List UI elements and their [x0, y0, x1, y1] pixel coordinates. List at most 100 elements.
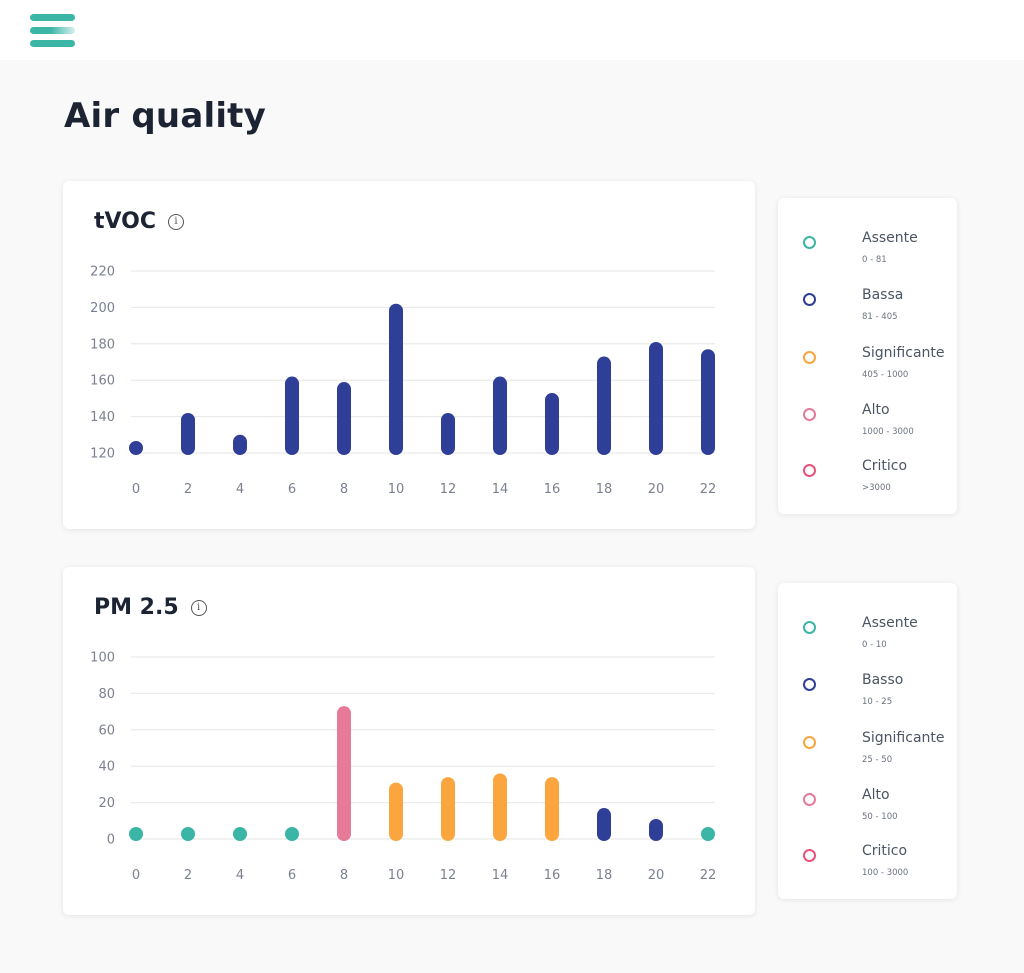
bar[interactable] [181, 412, 195, 455]
legend-range: 25 - 50 [862, 755, 893, 765]
legend-label: Basso [862, 672, 904, 688]
bar[interactable] [337, 382, 351, 455]
bar[interactable] [493, 376, 507, 455]
x-tick-label: 16 [544, 482, 561, 497]
info-icon[interactable]: i [168, 213, 185, 230]
legend-label: Critico [862, 843, 908, 859]
bar[interactable] [441, 412, 455, 455]
x-tick-label: 18 [596, 868, 613, 883]
legend-range: 50 - 100 [862, 812, 898, 822]
bar[interactable] [389, 303, 403, 455]
x-tick-label: 6 [288, 482, 296, 497]
pm25-bar-chart: 0 20 40 60 80 100 0 2 4 6 8 10 12 14 16 18 20 22 [90, 651, 717, 884]
legend-range: 81 - 405 [862, 312, 898, 322]
legend-label: Assente [862, 230, 918, 246]
legend-label: Bassa [862, 287, 904, 303]
tvoc-bar-chart: 120 140 160 180 200 220 0 2 4 6 8 10 12 14 16 18 20 22 [90, 265, 717, 498]
y-tick-label: 220 [90, 265, 115, 280]
bar[interactable] [545, 777, 559, 841]
y-tick-label: 100 [90, 651, 115, 666]
legend-dot-icon [803, 621, 816, 634]
legend-dot-icon [803, 351, 816, 364]
legend-range: 100 - 3000 [862, 868, 909, 878]
hamburger-menu-icon[interactable] [30, 14, 76, 50]
bar[interactable] [285, 827, 299, 841]
bar[interactable] [701, 349, 715, 455]
x-tick-label: 14 [492, 868, 509, 883]
tvoc-chart-title-row: tVOC i [94, 209, 185, 234]
x-tick-label: 10 [388, 482, 405, 497]
y-tick-label: 20 [98, 796, 115, 811]
legend-range: 1000 - 3000 [862, 427, 914, 437]
legend-label: Critico [862, 458, 908, 474]
bar[interactable] [597, 808, 611, 841]
x-tick-label: 20 [648, 868, 665, 883]
bar[interactable] [233, 827, 247, 841]
legend-range: 405 - 1000 [862, 370, 909, 380]
x-tick-label: 10 [388, 868, 405, 883]
y-tick-label: 60 [98, 723, 115, 738]
bar[interactable] [389, 782, 403, 841]
bar[interactable] [701, 827, 715, 841]
legend-label: Assente [862, 615, 918, 631]
x-tick-label: 18 [596, 482, 613, 497]
x-tick-label: 22 [700, 868, 717, 883]
legend-range: 10 - 25 [862, 697, 893, 707]
legend-dot-icon [803, 464, 816, 477]
legend-dot-icon [803, 293, 816, 306]
bar[interactable] [649, 818, 663, 841]
y-tick-label: 80 [98, 687, 115, 702]
x-tick-label: 20 [648, 482, 665, 497]
y-tick-label: 40 [98, 760, 115, 775]
pm25-chart-card: PM 2.5 i 0 20 40 60 80 100 0 2 4 6 8 10 12 14 16 18 20 22 [63, 567, 755, 915]
x-tick-label: 6 [288, 868, 296, 883]
legend-range: 0 - 81 [862, 255, 887, 265]
y-tick-label: 120 [90, 447, 115, 462]
x-tick-label: 22 [700, 482, 717, 497]
legend-dot-icon [803, 408, 816, 421]
bar[interactable] [181, 827, 195, 841]
x-tick-label: 0 [132, 868, 140, 883]
legend-dot-icon [803, 678, 816, 691]
x-tick-label: 2 [184, 868, 192, 883]
bar[interactable] [649, 341, 663, 455]
pm25-chart-title: PM 2.5 [94, 595, 179, 620]
y-tick-label: 200 [90, 301, 115, 316]
x-tick-label: 14 [492, 482, 509, 497]
y-tick-label: 160 [90, 374, 115, 389]
legend-range: 0 - 10 [862, 640, 887, 650]
x-tick-label: 4 [236, 868, 244, 883]
tvoc-legend: Assente 0 - 81 Bassa 81 - 405 Significan… [778, 198, 957, 514]
legend-label: Significante [862, 345, 945, 361]
x-tick-label: 0 [132, 482, 140, 497]
bar[interactable] [233, 434, 247, 455]
y-tick-label: 180 [90, 337, 115, 352]
legend-dot-icon [803, 736, 816, 749]
legend-dot-icon [803, 236, 816, 249]
x-tick-label: 4 [236, 482, 244, 497]
legend-label: Alto [862, 402, 890, 418]
pm25-legend: Assente 0 - 10 Basso 10 - 25 Significant… [778, 583, 957, 899]
legend-label: Alto [862, 787, 890, 803]
bar[interactable] [129, 827, 143, 841]
bar[interactable] [493, 773, 507, 841]
y-tick-label: 140 [90, 410, 115, 425]
bar[interactable] [545, 392, 559, 455]
info-icon[interactable]: i [190, 599, 207, 616]
pm25-chart-title-row: PM 2.5 i [94, 595, 207, 620]
x-tick-label: 12 [440, 868, 457, 883]
bar[interactable] [337, 706, 351, 841]
tvoc-chart-title: tVOC [94, 209, 157, 234]
legend-range: >3000 [862, 483, 891, 493]
legend-label: Significante [862, 730, 945, 746]
legend-dot-icon [803, 849, 816, 862]
x-tick-label: 12 [440, 482, 457, 497]
bar[interactable] [597, 356, 611, 455]
x-tick-label: 2 [184, 482, 192, 497]
bar[interactable] [441, 777, 455, 841]
bar[interactable] [129, 441, 143, 455]
tvoc-chart-card: tVOC i 120 140 160 180 200 220 0 2 4 6 8 10 12 14 16 18… [63, 181, 755, 529]
page-title: Air quality [64, 96, 266, 136]
legend-dot-icon [803, 793, 816, 806]
bar[interactable] [285, 376, 299, 455]
